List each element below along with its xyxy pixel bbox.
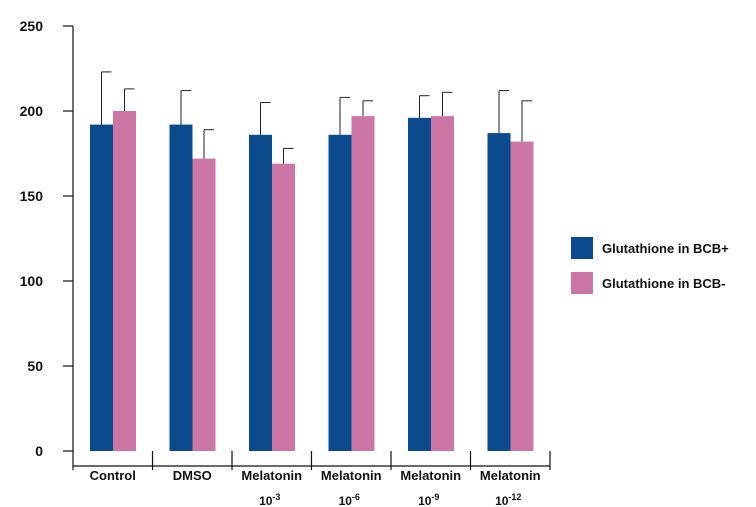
bar-bcb-plus — [328, 134, 352, 452]
legend-label: Glutathione in BCB- — [602, 276, 726, 291]
error-bars — [101, 71, 532, 164]
legend: Glutathione in BCB+ Glutathione in BCB- — [571, 237, 729, 294]
x-tick-label: Control — [90, 468, 136, 483]
bar-bcb-minus — [113, 111, 136, 451]
bars — [90, 111, 534, 452]
bar-bcb-plus — [90, 124, 113, 451]
x-tick-label: Melatonin — [321, 468, 382, 483]
bar-bcb-plus — [249, 134, 272, 452]
axes: 0 50 100 150 200 250 — [20, 18, 551, 470]
exponent: -6 — [352, 492, 360, 502]
x-tick-label: Melatonin — [241, 468, 302, 483]
y-tick-label: 250 — [20, 18, 44, 34]
legend-swatch-bcb-minus — [571, 272, 593, 294]
exponent: -12 — [508, 492, 521, 502]
x-tick-sublabel: 10-3 — [259, 492, 280, 507]
x-tick-label: Melatonin — [400, 468, 461, 483]
x-tick-label: DMSO — [173, 468, 212, 483]
exponent: -3 — [272, 492, 280, 502]
bar-bcb-minus — [431, 116, 454, 451]
legend-swatch-bcb-plus — [571, 237, 593, 259]
x-tick-sublabel: 10-12 — [495, 492, 521, 507]
bar-bcb-minus — [510, 141, 534, 451]
exponent: -9 — [431, 492, 439, 502]
y-tick-label: 0 — [35, 443, 43, 459]
x-tick-sublabel: 10-6 — [339, 492, 360, 507]
bar-bcb-minus — [351, 116, 375, 451]
x-tick-labels: Control DMSO Melatonin 10-3 Melatonin 10-6 Mel… — [90, 468, 541, 507]
legend-label: Glutathione in BCB+ — [602, 241, 729, 256]
bar-bcb-plus — [408, 117, 431, 452]
bar-bcb-minus — [272, 163, 295, 451]
x-tick-label: Melatonin — [480, 468, 541, 483]
y-tick-label: 100 — [20, 273, 44, 289]
y-tick-label: 150 — [20, 188, 44, 204]
bar-bcb-plus — [169, 124, 193, 451]
bar-bcb-minus — [192, 158, 216, 451]
x-tick-sublabel: 10-9 — [418, 492, 439, 507]
y-tick-label: 50 — [27, 358, 43, 374]
bar-bcb-plus — [487, 133, 511, 451]
y-tick-label: 200 — [20, 103, 44, 119]
